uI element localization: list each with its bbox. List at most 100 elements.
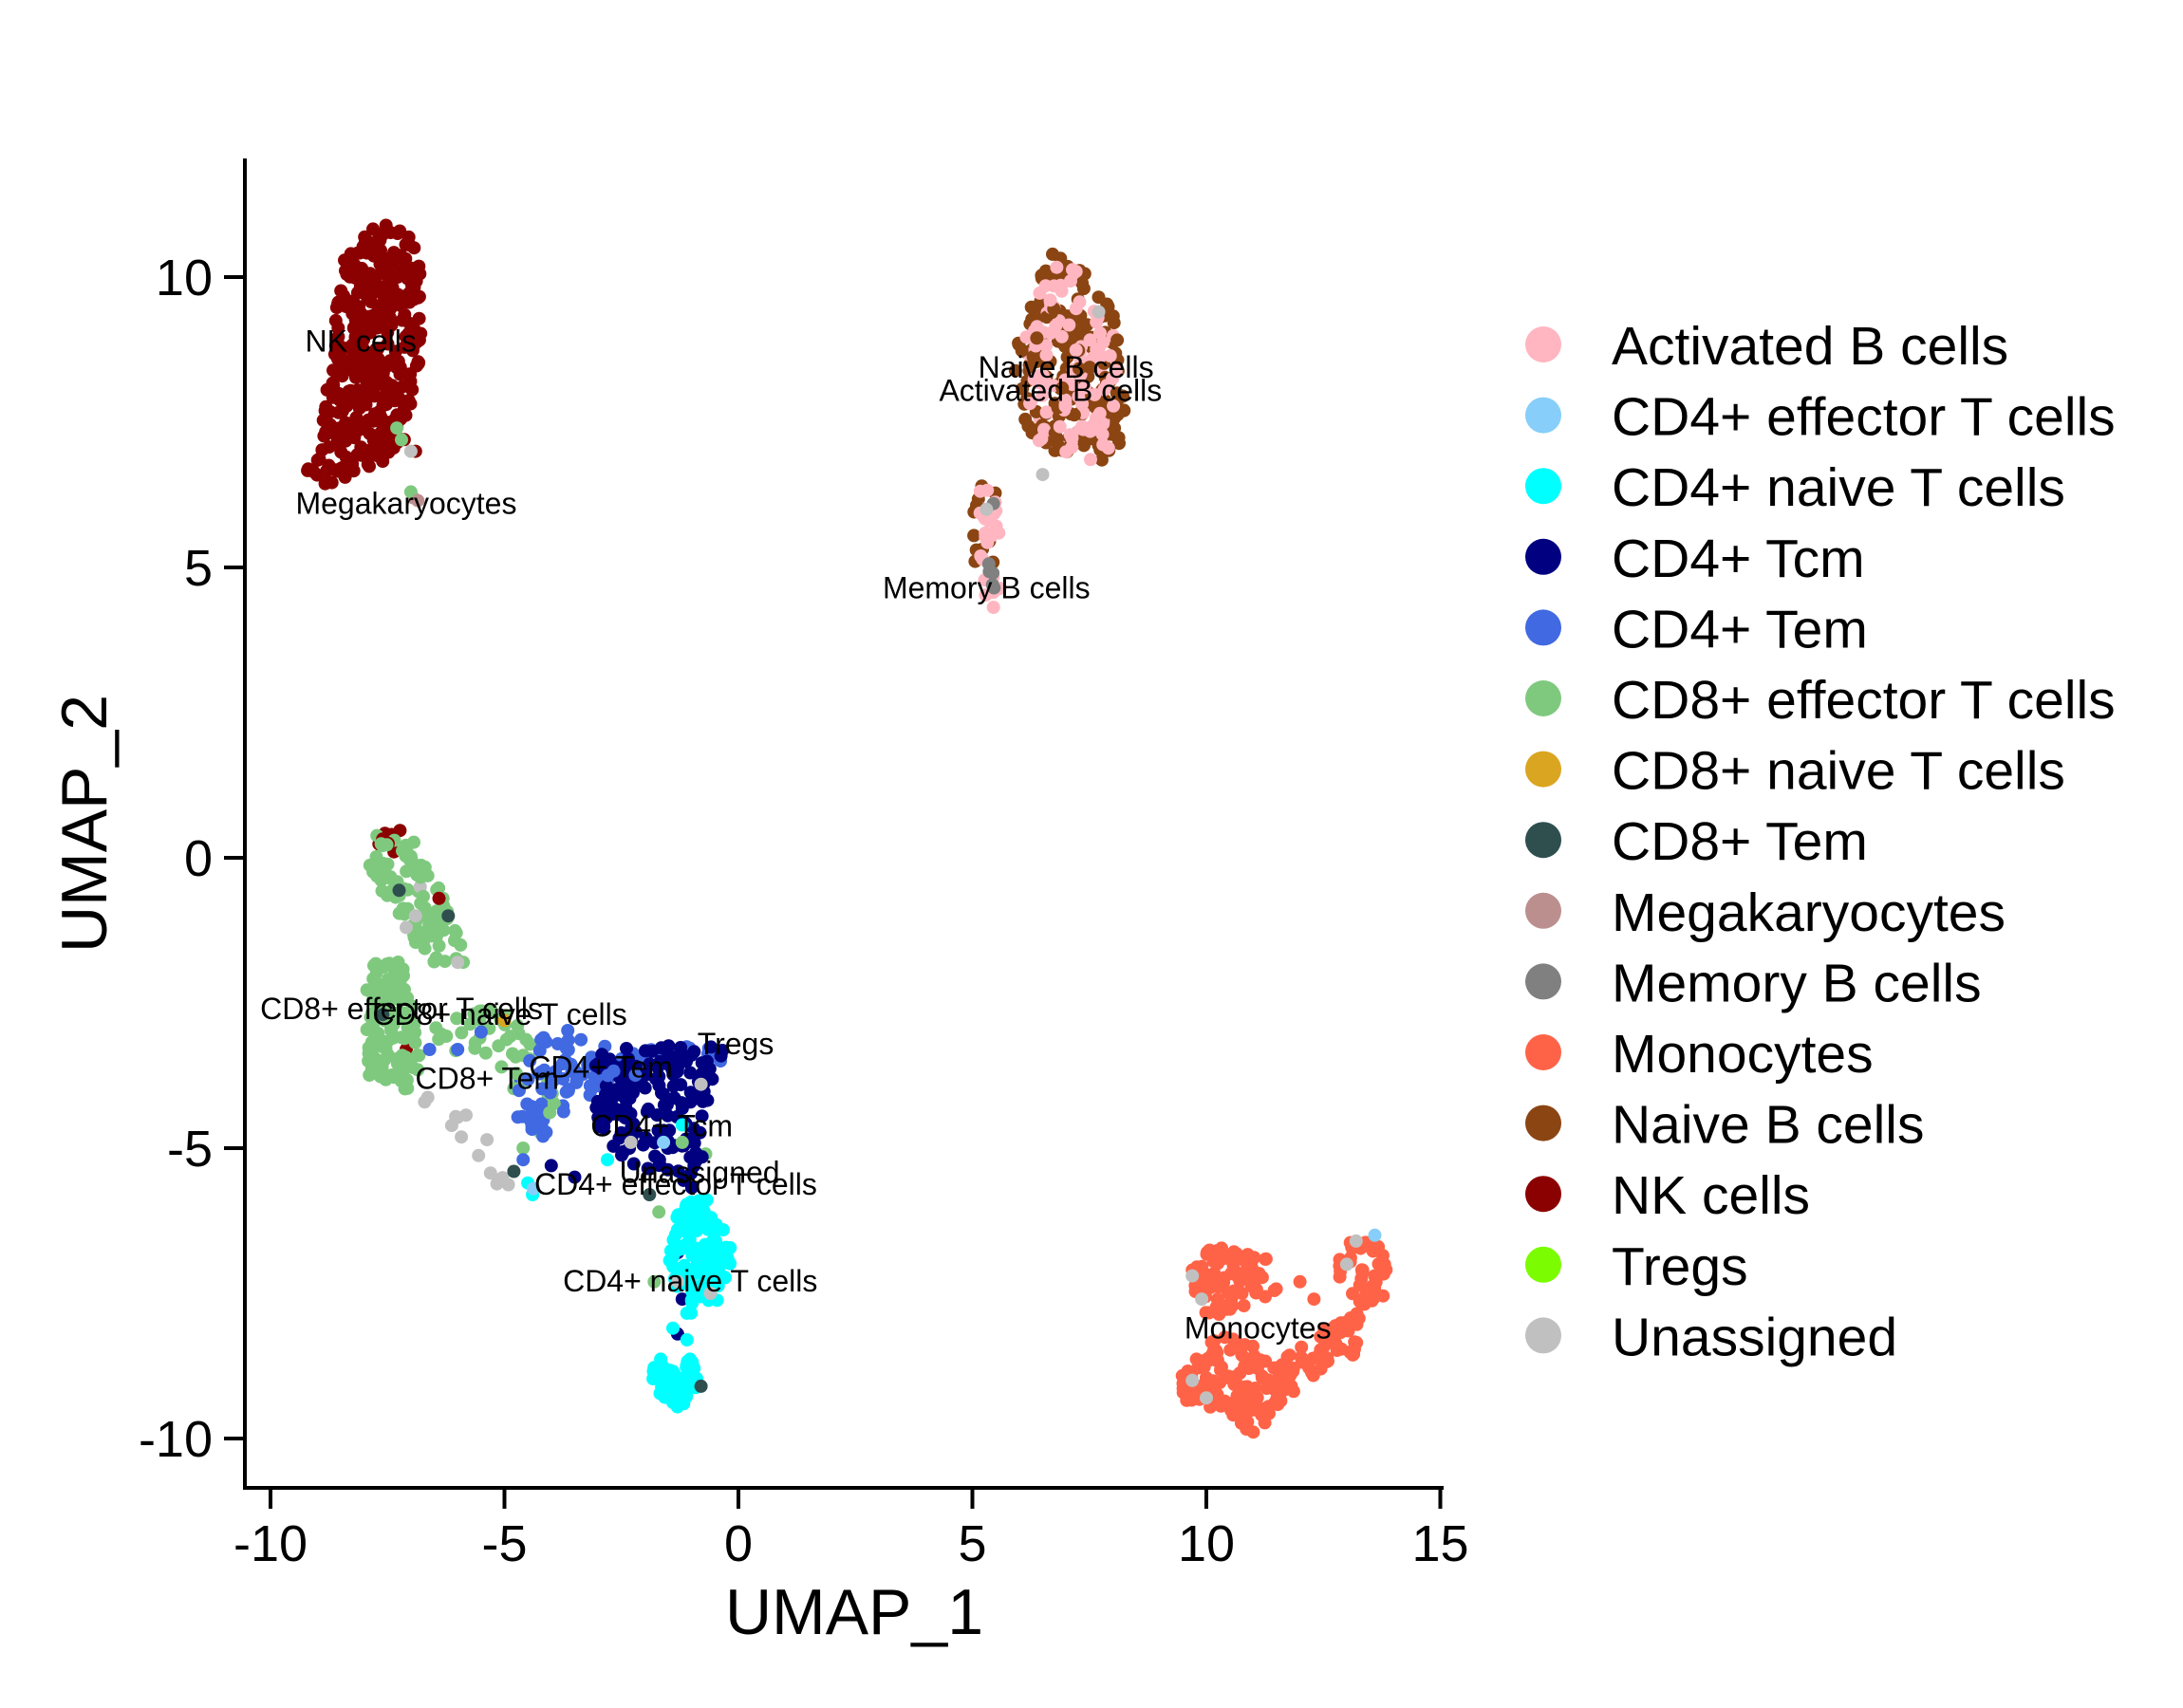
data-point [713,1267,727,1281]
data-point [366,249,381,263]
data-point [414,326,428,341]
data-point [666,1079,681,1093]
data-point [374,861,388,875]
data-point [992,526,1006,540]
data-point [1031,376,1045,390]
data-point [1054,278,1068,292]
legend-key [1525,892,1561,929]
data-point [355,350,369,364]
y-ticks: -10 -5 0 5 10 [139,250,245,1468]
legend-key [1525,538,1561,575]
data-point [334,425,348,439]
data-point [544,1159,558,1173]
data-point [1375,1249,1390,1263]
data-point [492,1039,506,1053]
data-point [595,1048,609,1062]
data-point [720,1241,735,1255]
data-point [333,436,347,451]
data-point [709,1249,723,1262]
cluster-label: Unassigned [620,1156,780,1190]
data-point [1230,1252,1244,1266]
data-point [326,390,340,404]
data-point [527,1181,541,1196]
data-point [683,1066,698,1080]
legend-key [1525,1176,1561,1213]
data-point [388,344,402,359]
data-point [694,1077,708,1091]
data-point [516,1142,531,1155]
data-point [685,1355,700,1369]
data-point [1049,319,1063,333]
data-point [1039,339,1054,353]
data-point [472,1148,486,1162]
data-point [346,295,361,309]
data-point [1035,432,1049,446]
data-point [402,295,417,309]
data-point [459,1108,473,1123]
data-point [677,1383,691,1398]
data-point [650,1108,664,1123]
data-point [1350,1317,1364,1331]
data-point [661,1108,675,1123]
data-point [660,1043,673,1057]
legend-key [1525,1317,1561,1354]
data-point [1100,379,1114,393]
data-point [484,1003,498,1017]
x-tick-label: 10 [1178,1515,1235,1572]
data-point [334,284,348,298]
data-point [347,359,362,373]
legend-key [1525,468,1561,505]
data-point [400,864,414,879]
legend-key [1525,397,1561,434]
data-point [1039,348,1054,362]
data-point [325,475,339,490]
data-point [320,464,334,478]
data-point [369,850,383,863]
data-point [1210,1248,1224,1262]
data-point [980,502,994,516]
data-point [370,445,384,459]
data-point [569,1073,584,1087]
data-point [1200,1391,1213,1405]
data-point [1238,1338,1252,1352]
data-point [1329,1319,1343,1333]
data-point [1210,1346,1224,1360]
data-point [543,1086,557,1100]
data-point [686,1122,700,1136]
legend-label: CD4+ Tcm [1612,529,1865,589]
data-point [492,1173,506,1187]
data-point [376,1008,390,1022]
data-point [524,1114,538,1128]
data-point [601,1153,614,1167]
y-tick-label: -10 [139,1411,213,1468]
data-point [967,529,981,543]
data-point [408,1035,422,1049]
data-point [480,1133,494,1147]
data-point [1255,1371,1269,1385]
cluster-label: CD8+ naive T cells [372,997,626,1031]
data-point [382,310,397,325]
data-point [1055,381,1070,395]
data-point [412,311,426,325]
data-point [670,1049,684,1063]
data-point [407,835,420,849]
legend-key [1525,1105,1561,1142]
data-point [687,1045,701,1059]
data-point [531,1104,545,1118]
data-point [364,1046,379,1060]
data-point [620,1042,633,1055]
data-point [1015,343,1029,358]
data-point [427,955,441,969]
data-point [1349,1234,1363,1248]
legend-label: CD4+ naive T cells [1612,457,2065,518]
data-point [599,1111,613,1125]
cluster-label: CD8+ Tem [416,1062,559,1096]
data-point [1107,399,1121,413]
data-point [398,1031,412,1046]
data-point [1339,1257,1353,1272]
cluster-label: Tregs [698,1027,774,1061]
data-point [411,357,425,371]
data-point [590,1094,605,1108]
data-point [653,1157,666,1171]
